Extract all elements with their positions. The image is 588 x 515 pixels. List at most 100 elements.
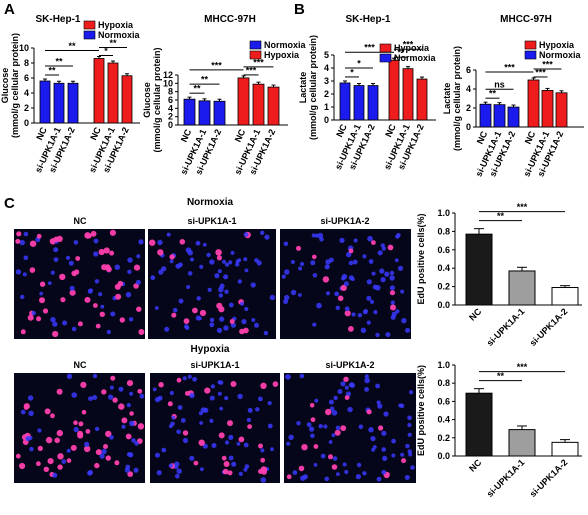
nucleus — [92, 373, 98, 379]
nucleus — [243, 442, 249, 448]
edu-positive-nucleus — [80, 381, 87, 388]
nucleus — [364, 377, 370, 384]
nucleus — [210, 384, 215, 389]
micrograph-normoxia-si-upk1a-2 — [280, 229, 411, 339]
bar-hypoxia-si-upk1a-2 — [416, 78, 428, 121]
nucleus — [185, 247, 192, 253]
nucleus — [370, 436, 376, 442]
nucleus — [53, 247, 59, 253]
x-tick-label-si-upk1a-1: si-UPK1A-1 — [485, 457, 527, 499]
edu-positive-nucleus — [74, 269, 80, 275]
edu-positive-nucleus — [78, 421, 84, 427]
edu-positive-nucleus — [387, 244, 394, 251]
nucleus — [168, 463, 174, 468]
significance-label: ** — [48, 66, 56, 76]
nucleus — [357, 313, 363, 318]
nucleus — [136, 254, 141, 259]
nucleus — [19, 239, 25, 246]
normoxia-section-title: Normoxia — [187, 197, 234, 208]
edu-positive-nucleus — [39, 281, 46, 287]
nucleus — [202, 242, 207, 247]
nucleus — [389, 270, 395, 276]
legend-swatch-normoxia — [83, 30, 96, 40]
edu-positive-nucleus — [110, 375, 116, 381]
edu-positive-nucleus — [343, 376, 349, 382]
nucleus — [125, 292, 132, 298]
nucleus — [344, 385, 349, 390]
edu-positive-nucleus — [310, 417, 316, 423]
nucleus — [296, 421, 301, 426]
y-tick-label: 0 — [466, 122, 471, 132]
nucleus — [199, 264, 204, 269]
nucleus — [400, 452, 405, 457]
nucleus — [88, 470, 93, 475]
micrograph-background — [14, 373, 145, 483]
edu-positive-nucleus — [348, 326, 354, 332]
nucleus — [263, 330, 269, 336]
nucleus — [131, 438, 136, 443]
significance-label: ** — [109, 38, 117, 48]
y-tick-label: 1.0 — [437, 208, 450, 218]
nucleus — [127, 257, 133, 263]
micrograph-label-nc: NC — [74, 216, 87, 226]
bar-hypoxia-si-upk1a-2 — [121, 75, 133, 124]
nucleus — [375, 332, 380, 338]
bar-normoxia-si-upk1a-1 — [493, 104, 506, 128]
nucleus — [94, 279, 100, 284]
edu-positive-nucleus — [199, 309, 207, 317]
nucleus — [347, 406, 353, 413]
edu-positive-nucleus — [105, 430, 112, 438]
nucleus — [260, 230, 265, 235]
chart-b-sk-hep-1-lactate: SK-Hep-1 Lactate(mmol/g cellular protein)… — [298, 14, 437, 171]
nucleus — [324, 476, 330, 482]
nucleus — [164, 326, 170, 332]
nucleus — [174, 465, 179, 470]
bar-normoxia-si-upk1a-2 — [67, 82, 79, 124]
nucleus — [209, 395, 215, 401]
bar-hypoxia-nc — [237, 77, 250, 126]
edu-positive-nucleus — [84, 445, 91, 453]
nucleus — [184, 324, 189, 329]
nucleus — [333, 395, 338, 401]
bar-hypoxia-si-upk1a-1 — [107, 62, 119, 124]
nucleus — [311, 233, 316, 238]
edu-positive-nucleus — [84, 296, 91, 303]
nucleus — [405, 327, 411, 333]
micrograph-label-si-upk1a-2: si-UPK1A-2 — [320, 216, 369, 226]
nucleus — [202, 443, 208, 449]
edu-positive-nucleus — [36, 316, 42, 322]
y-tick-label: 0 — [168, 120, 173, 130]
significance-label: *** — [403, 40, 414, 50]
nucleus — [109, 385, 114, 390]
nucleus — [128, 317, 134, 322]
nucleus — [250, 282, 256, 288]
y-tick-label: 0.4 — [437, 263, 450, 273]
nucleus — [62, 320, 68, 326]
edu-positive-nucleus — [260, 382, 267, 389]
edu-positive-nucleus — [66, 458, 72, 463]
nucleus — [211, 443, 217, 448]
edu-positive-nucleus — [344, 310, 351, 317]
edu-positive-nucleus — [70, 444, 77, 451]
nucleus — [139, 393, 145, 399]
significance-label: *** — [246, 65, 257, 75]
y-tick-label: 0.0 — [437, 451, 450, 461]
nucleus — [52, 472, 58, 478]
edu-positive-nucleus — [401, 458, 407, 464]
edu-positive-nucleus — [103, 247, 110, 254]
nucleus — [288, 434, 294, 440]
nucleus — [351, 312, 356, 317]
legend-label-hypoxia: Hypoxia — [394, 43, 430, 53]
legend-label-hypoxia: Hypoxia — [98, 20, 134, 30]
edu-positive-nucleus — [184, 391, 190, 396]
nucleus — [207, 287, 212, 292]
edu-positive-nucleus — [29, 267, 36, 273]
nucleus — [92, 395, 98, 400]
edu-positive-nucleus — [129, 411, 134, 416]
nucleus — [375, 383, 380, 389]
nucleus — [309, 426, 315, 432]
y-tick-label: 4 — [324, 63, 329, 73]
x-tick-label-nc: NC — [467, 457, 484, 474]
edu-positive-nucleus — [215, 249, 222, 256]
chart-b-mhcc-97h-lactate: MHCC-97H Lactate(mmol/g cellular protein)… — [442, 14, 584, 178]
